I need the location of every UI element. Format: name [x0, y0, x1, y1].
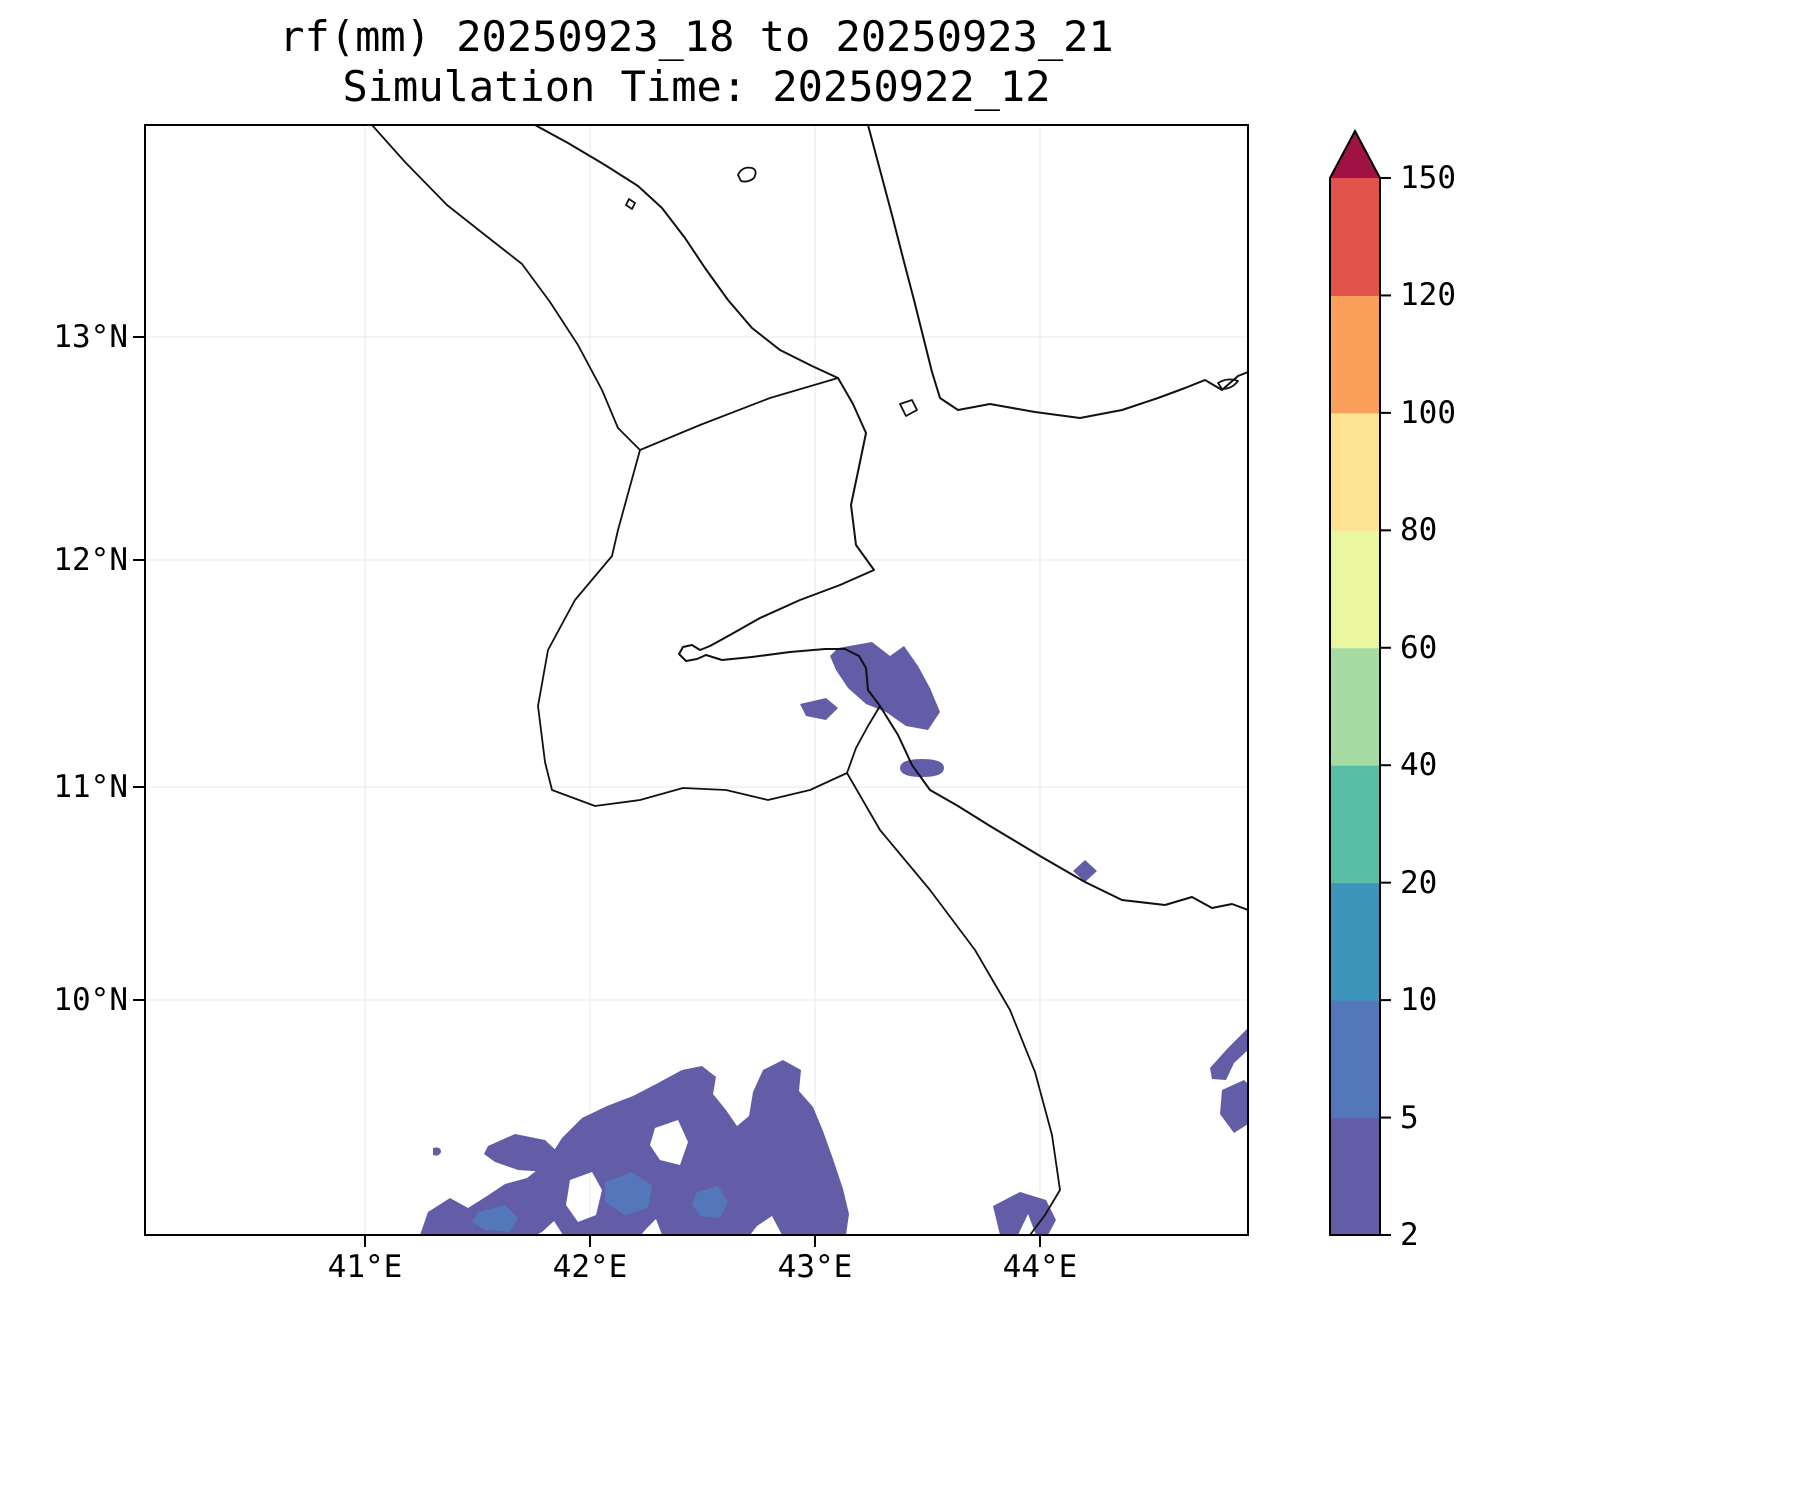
island-outline [625, 198, 636, 210]
y-tick-label-12n: 12°N [53, 542, 128, 578]
rain-patch-5-10 [605, 1172, 652, 1215]
figure-subtitle: Simulation Time: 20250922_12 [342, 62, 1051, 111]
island-outline [737, 166, 757, 183]
colorbar-tick-150: 150 [1400, 160, 1456, 196]
colorbar-segment-80-100 [1330, 412, 1380, 531]
rain-patch-2-5 [420, 1060, 849, 1235]
colorbar-segment-40-60 [1330, 647, 1380, 766]
colorbar-tick-2: 2 [1400, 1217, 1419, 1253]
rain-patch-2-5 [900, 759, 944, 777]
colorbar [1329, 128, 1391, 1236]
colorbar-tick-20: 20 [1400, 865, 1438, 901]
rain-patch-2-5 [800, 698, 838, 720]
colorbar-tick-10: 10 [1400, 982, 1438, 1018]
colorbar-outline [1329, 128, 1381, 1236]
y-tick-label-10n: 10°N [53, 982, 128, 1018]
rain-patch-2-5 [1210, 1028, 1248, 1080]
rain-patch-5-10 [692, 1186, 728, 1218]
rain-patch-2-5 [830, 642, 940, 730]
map-gridlines [145, 125, 1248, 1235]
x-tick-label-42e: 42°E [552, 1249, 628, 1285]
x-tick-label-41e: 41°E [327, 1249, 403, 1285]
coastline-path [534, 125, 1248, 911]
country-borders [371, 125, 1061, 1235]
colorbar-tick-60: 60 [1400, 630, 1438, 666]
border-path [371, 125, 641, 451]
border-path [846, 705, 881, 774]
figure-title: rf(mm) 20250923_18 to 20250923_21 [279, 12, 1114, 61]
border-path [846, 772, 1061, 1235]
island-outline [1217, 378, 1239, 390]
colorbar-segment-100-120 [1330, 295, 1380, 414]
rain-patch-5-10 [472, 1205, 518, 1232]
coastlines [534, 125, 1248, 911]
colorbar-tick-80: 80 [1400, 512, 1438, 548]
x-tick-label-43e: 43°E [777, 1249, 853, 1285]
colorbar-tick-120: 120 [1400, 277, 1456, 313]
island-outline [899, 399, 918, 417]
colorbar-tick-5: 5 [1400, 1100, 1419, 1136]
colorbar-segment-120-150 [1330, 178, 1380, 296]
x-tick-label-44e: 44°E [1002, 1249, 1078, 1285]
colorbar-overflow-arrow [1330, 131, 1380, 178]
y-tick-label-13n: 13°N [53, 319, 128, 355]
colorbar-segment-5-10 [1330, 1000, 1380, 1119]
plot-frame [144, 124, 1249, 1236]
rain-patch-2-5 [433, 1147, 441, 1156]
colorbar-segment-10-20 [1330, 882, 1380, 1001]
rain-patch-2-5 [1073, 860, 1097, 882]
colorbar-segment-60-80 [1330, 530, 1380, 649]
border-path [639, 377, 839, 451]
colorbar-segment-20-40 [1330, 765, 1380, 884]
axis-tick-marks [133, 336, 1041, 1247]
rain-patches [420, 642, 1248, 1235]
border-path [537, 449, 848, 807]
y-tick-label-11n: 11°N [53, 769, 128, 805]
rain-patch-2-5 [484, 1134, 562, 1172]
rain-patch-2-5 [1220, 1080, 1248, 1133]
coastline-path [867, 125, 1248, 419]
colorbar-tick-40: 40 [1400, 747, 1438, 783]
colorbar-segment-2-5 [1330, 1117, 1380, 1236]
colorbar-tick-100: 100 [1400, 395, 1456, 431]
rain-patch-2-5 [993, 1192, 1056, 1235]
